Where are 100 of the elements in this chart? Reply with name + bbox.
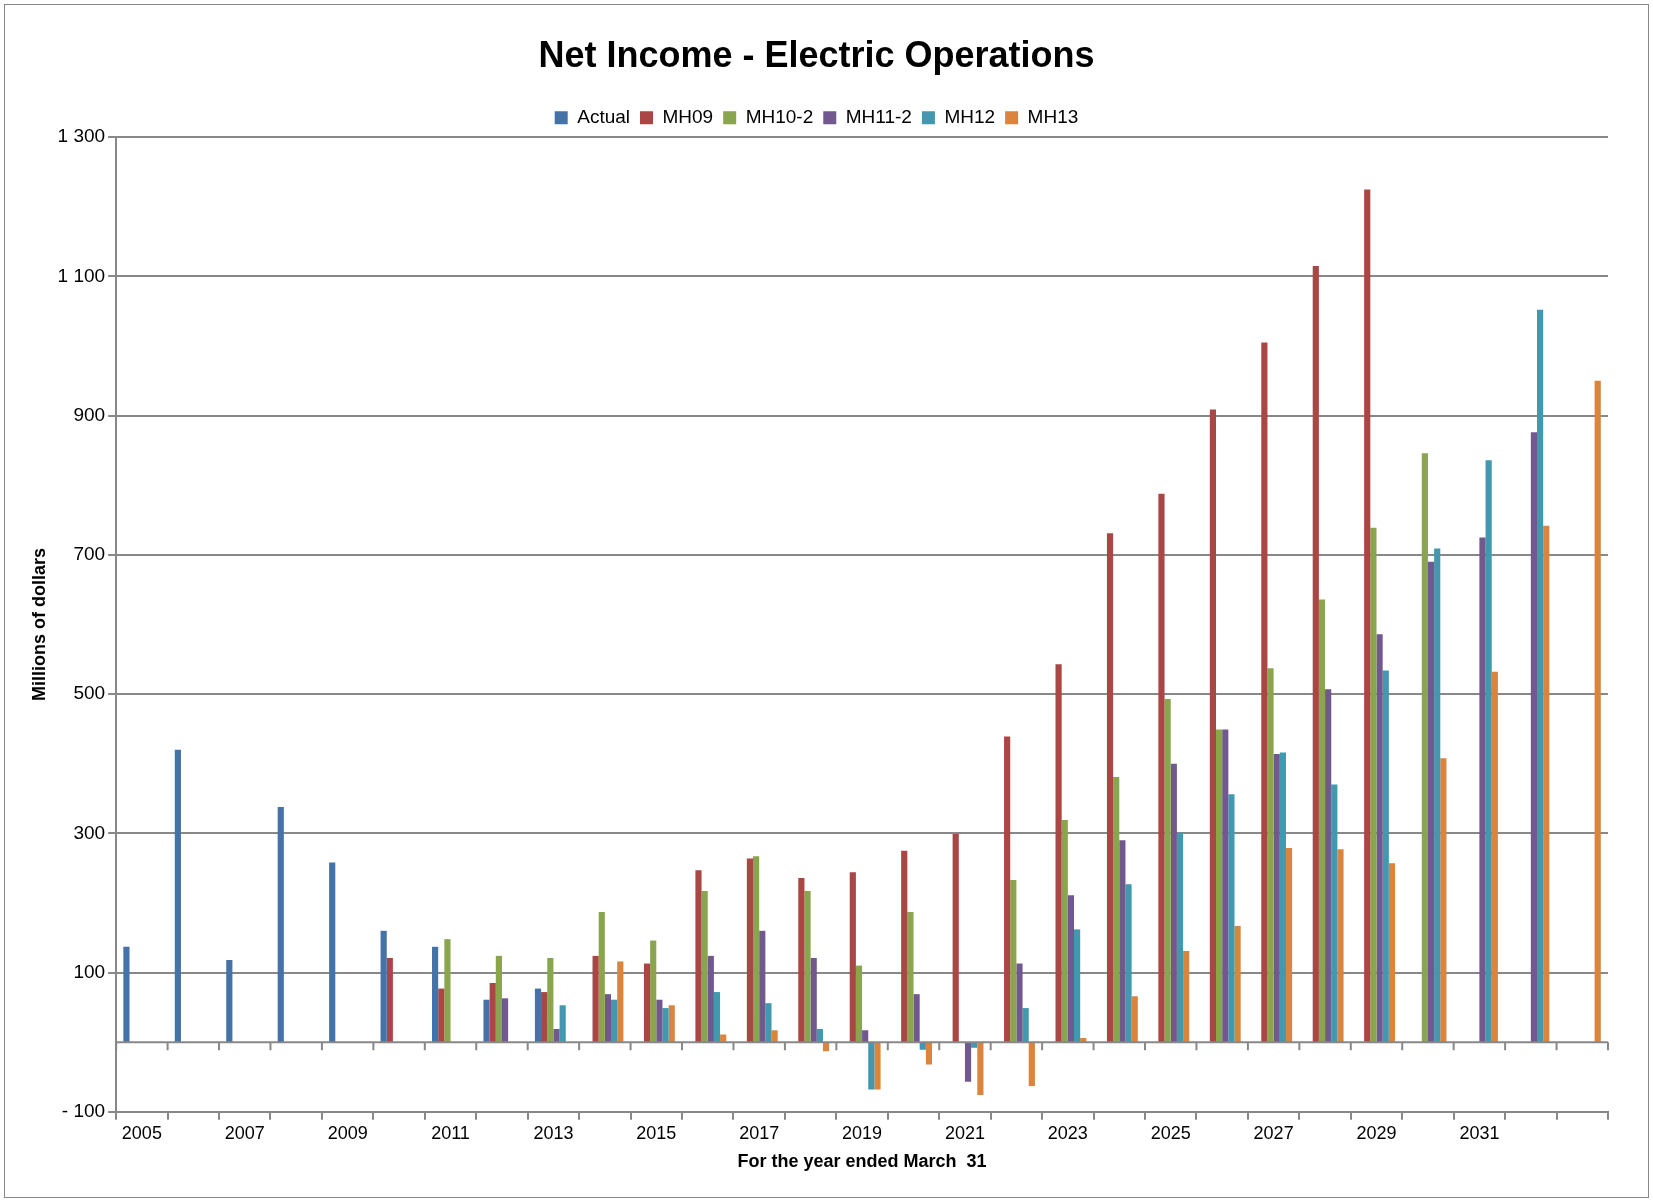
bar <box>1325 689 1332 1043</box>
bar <box>1164 698 1171 1043</box>
bar <box>901 850 908 1043</box>
bar <box>1440 758 1447 1043</box>
y-tick-label: 700 <box>73 543 106 565</box>
x-tick-label: 2031 <box>1459 1122 1500 1143</box>
bar <box>553 1028 560 1043</box>
bar <box>380 930 387 1043</box>
y-tick-label: 100 <box>73 960 106 982</box>
bar <box>804 891 811 1043</box>
bar <box>1183 950 1190 1043</box>
bar <box>1125 884 1132 1043</box>
bar <box>386 957 393 1043</box>
bar <box>925 1042 933 1065</box>
bar <box>862 1030 869 1043</box>
bar <box>753 856 760 1043</box>
x-tick-label: 2027 <box>1253 1122 1294 1143</box>
x-tick-label: 2023 <box>1047 1122 1088 1143</box>
bar <box>668 1005 675 1043</box>
bar <box>1273 753 1280 1043</box>
bar <box>1285 847 1293 1043</box>
bar <box>329 862 336 1043</box>
bar <box>534 988 542 1043</box>
bar <box>1485 460 1492 1043</box>
bar <box>1119 840 1126 1043</box>
bar <box>1376 634 1383 1043</box>
y-tick-label: 1 300 <box>57 125 106 147</box>
bar <box>695 870 702 1043</box>
legend-label: Actual <box>577 105 631 127</box>
bar <box>1113 776 1120 1043</box>
bar <box>438 988 445 1043</box>
bar <box>489 983 496 1043</box>
y-tick-label: 1 100 <box>57 264 106 286</box>
legend-label: MH12 <box>944 105 996 127</box>
bar <box>541 992 548 1043</box>
bar <box>1216 729 1223 1043</box>
bar <box>650 940 657 1043</box>
bar <box>1370 527 1377 1043</box>
x-tick-label: 2007 <box>224 1122 265 1143</box>
bar <box>713 992 721 1043</box>
bar <box>559 1005 566 1043</box>
x-tick-label: 2017 <box>739 1122 780 1143</box>
bar <box>1491 671 1498 1043</box>
bar <box>913 994 920 1043</box>
bar <box>1131 996 1138 1043</box>
bar <box>1337 849 1344 1043</box>
bar <box>277 806 284 1043</box>
bar <box>1222 729 1229 1043</box>
bar <box>952 834 959 1043</box>
x-tick-label: 2019 <box>842 1122 883 1143</box>
bar <box>1170 763 1177 1043</box>
bar <box>977 1042 984 1096</box>
bar <box>643 963 651 1043</box>
bar <box>1318 599 1326 1043</box>
y-tick-label: - 100 <box>61 1100 106 1122</box>
bar <box>1388 863 1396 1043</box>
bar <box>1594 380 1601 1043</box>
bar <box>849 872 856 1043</box>
bar <box>907 912 914 1043</box>
bar <box>444 939 451 1043</box>
bar <box>592 955 599 1043</box>
bar <box>1016 963 1023 1043</box>
legend-label: MH09 <box>662 105 714 127</box>
bar <box>611 999 618 1043</box>
bar <box>1004 736 1011 1043</box>
bar <box>547 957 554 1043</box>
x-tick-label: 2009 <box>327 1122 368 1143</box>
bar <box>1209 409 1216 1043</box>
bar <box>1427 561 1435 1043</box>
x-tick-label: 2011 <box>431 1122 470 1143</box>
bar <box>1267 668 1274 1043</box>
bar <box>1537 309 1544 1043</box>
bar <box>1055 664 1062 1043</box>
bar <box>656 999 663 1043</box>
x-tick-label: 2015 <box>636 1122 677 1143</box>
x-tick-label: 2025 <box>1150 1122 1191 1143</box>
legend-label: MH11-2 <box>845 105 912 127</box>
bar <box>855 965 863 1043</box>
bar <box>1106 533 1114 1043</box>
bar <box>1364 189 1371 1043</box>
bar <box>1261 342 1268 1043</box>
bar <box>1530 432 1538 1043</box>
bar <box>483 999 490 1043</box>
x-tick-label: 2029 <box>1356 1122 1397 1143</box>
bar <box>1074 929 1081 1043</box>
bar <box>174 749 181 1043</box>
bar <box>1543 525 1550 1043</box>
bar <box>1331 784 1338 1043</box>
y-tick-label: 900 <box>73 403 106 425</box>
bar <box>617 961 624 1043</box>
bar <box>1234 925 1241 1043</box>
x-tick-label: 2021 <box>944 1122 985 1143</box>
bar <box>1312 265 1319 1043</box>
x-tick-label: 2005 <box>121 1122 162 1143</box>
bar <box>1176 832 1184 1043</box>
bar <box>759 930 766 1043</box>
y-tick-label: 300 <box>73 821 106 843</box>
bar <box>1061 820 1068 1043</box>
chart-title: Net Income - Electric Operations <box>538 33 1095 75</box>
bar <box>874 1042 881 1090</box>
